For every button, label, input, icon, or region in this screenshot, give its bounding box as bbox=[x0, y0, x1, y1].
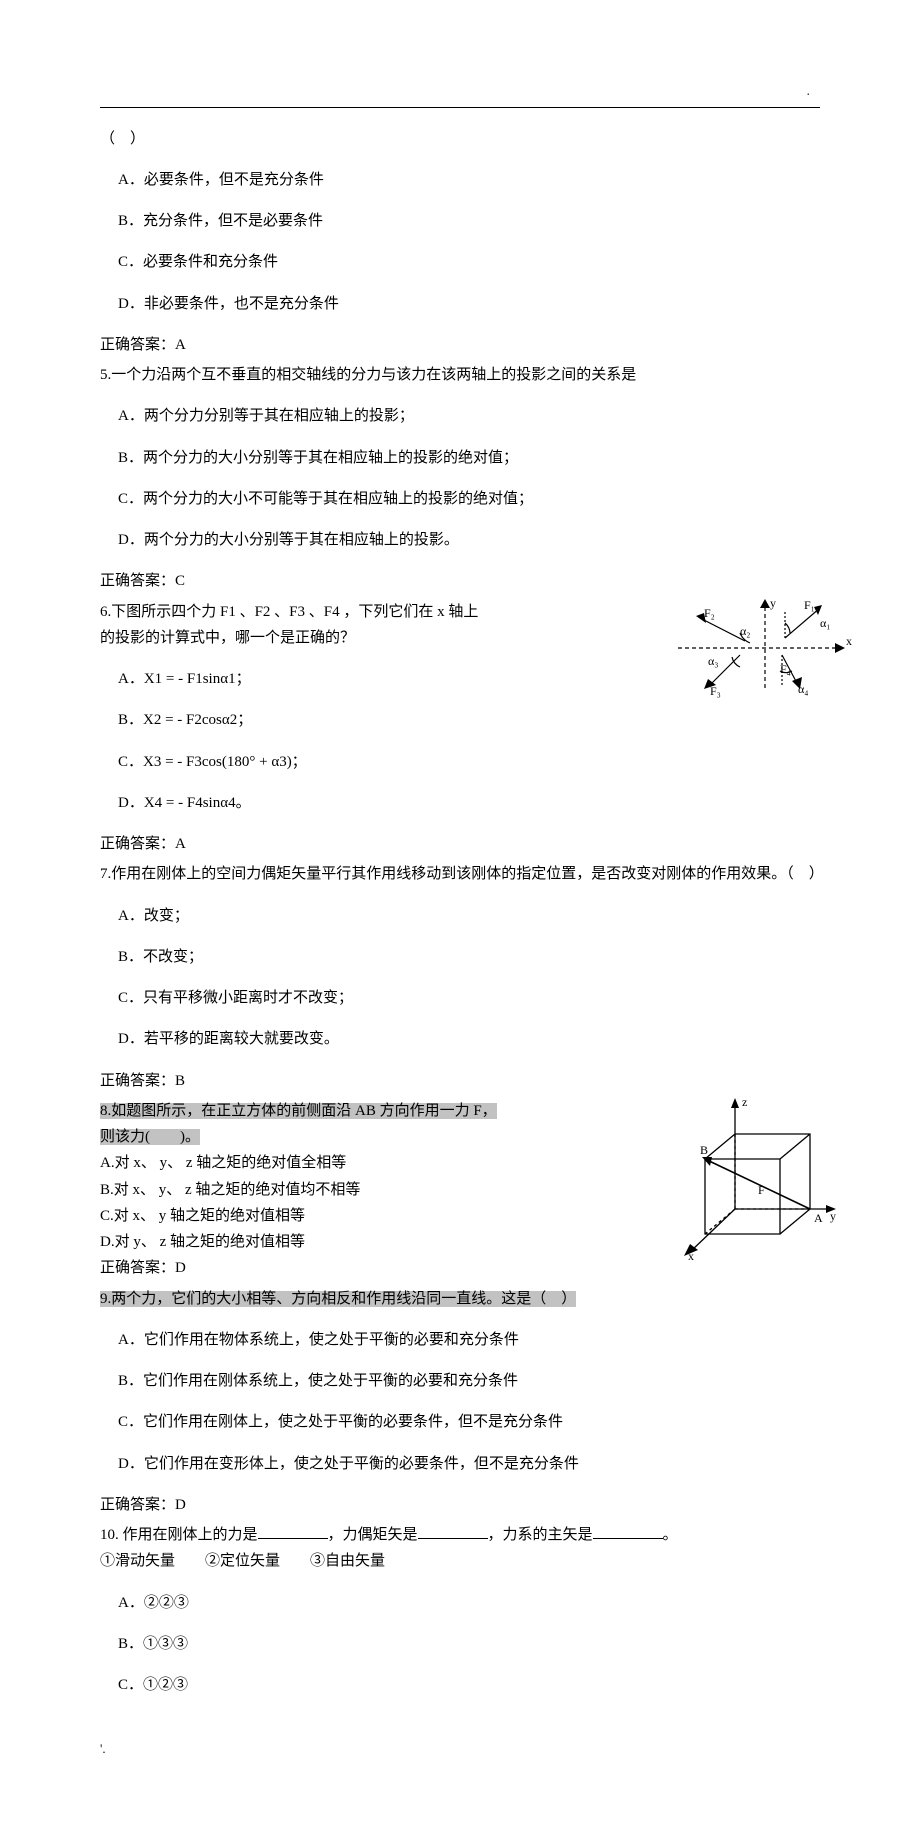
question-8: z y x A B F 8.如题图所示，在正立方体的前侧面沿 AB 方向作用一力… bbox=[100, 1098, 820, 1282]
page-top-rule bbox=[100, 107, 820, 108]
q10-option-c: C．①②③ bbox=[118, 1672, 820, 1698]
q8-label-y: y bbox=[830, 1209, 836, 1223]
q10-stem: 10. 作用在刚体上的力是，力偶矩矢是，力系的主矢是。 bbox=[100, 1522, 820, 1548]
q6-label-x: x bbox=[846, 634, 852, 648]
q6-option-c: C．X3 = - F3cos(180° + α3)； bbox=[118, 749, 820, 775]
q9-option-d: D．它们作用在变形体上，使之处于平衡的必要条件，但不是充分条件 bbox=[118, 1451, 820, 1477]
q4-stem-suffix: （ ） bbox=[100, 126, 820, 152]
question-6: y x F₁ F₂ F₃ F₄ α₁ α₂ α₃ α₄ 6.下图所示四个力 F1… bbox=[100, 599, 820, 858]
q9-option-a: A．它们作用在物体系统上，使之处于平衡的必要和充分条件 bbox=[118, 1327, 820, 1353]
q5-option-b: B．两个分力的大小分别等于其在相应轴上的投影的绝对值； bbox=[118, 445, 820, 471]
question-7: 7.作用在刚体上的空间力偶矩矢量平行其作用线移动到该刚体的指定位置，是否改变对刚… bbox=[100, 861, 820, 1094]
q6-label-a4: α₄ bbox=[798, 682, 808, 696]
q10-option-a: A．②②③ bbox=[118, 1590, 820, 1616]
q6-option-b: B．X2 = - F2cosα2； bbox=[118, 707, 820, 733]
q6-label-a3: α₃ bbox=[708, 654, 718, 668]
q5-stem: 5.一个力沿两个互不垂直的相交轴线的分力与该力在该两轴上的投影之间的关系是 bbox=[100, 362, 820, 388]
q10-option-b: B．①③③ bbox=[118, 1631, 820, 1657]
q7-option-c: C．只有平移微小距离时才不改变； bbox=[118, 985, 820, 1011]
q8-label-b: B bbox=[700, 1143, 708, 1157]
q6-option-d: D．X4 = - F4sinα4。 bbox=[118, 790, 820, 816]
document-page: . （ ） A．必要条件，但不是充分条件 B．充分条件，但不是必要条件 C．必要… bbox=[0, 0, 920, 1821]
q9-answer: 正确答案：D bbox=[100, 1492, 820, 1518]
q4-answer: 正确答案：A bbox=[100, 332, 820, 358]
q8-figure: z y x A B F bbox=[670, 1094, 840, 1264]
q6-label-a2: α₂ bbox=[740, 624, 750, 638]
q8-label-f: F bbox=[758, 1183, 765, 1197]
q6-label-f3: F₃ bbox=[710, 684, 721, 698]
q5-option-a: A．两个分力分别等于其在相应轴上的投影； bbox=[118, 403, 820, 429]
q10-legend: ①滑动矢量 ②定位矢量 ③自由矢量 bbox=[100, 1548, 820, 1574]
page-top-dot: . bbox=[100, 80, 820, 105]
q7-option-d: D．若平移的距离较大就要改变。 bbox=[118, 1026, 820, 1052]
q7-answer: 正确答案：B bbox=[100, 1068, 820, 1094]
q5-answer: 正确答案：C bbox=[100, 568, 820, 594]
q6-label-f4: F₄ bbox=[780, 662, 791, 676]
q6-figure: y x F₁ F₂ F₃ F₄ α₁ α₂ α₃ α₄ bbox=[670, 593, 860, 703]
q8-label-z: z bbox=[742, 1095, 747, 1109]
question-5: 5.一个力沿两个互不垂直的相交轴线的分力与该力在该两轴上的投影之间的关系是 A．… bbox=[100, 362, 820, 595]
q7-option-b: B．不改变； bbox=[118, 944, 820, 970]
q4-option-a: A．必要条件，但不是充分条件 bbox=[118, 167, 820, 193]
q9-option-b: B．它们作用在刚体系统上，使之处于平衡的必要和充分条件 bbox=[118, 1368, 820, 1394]
q9-option-c: C．它们作用在刚体上，使之处于平衡的必要条件，但不是充分条件 bbox=[118, 1409, 820, 1435]
question-10: 10. 作用在刚体上的力是，力偶矩矢是，力系的主矢是。 ①滑动矢量 ②定位矢量 … bbox=[100, 1522, 820, 1698]
question-4: （ ） A．必要条件，但不是充分条件 B．充分条件，但不是必要条件 C．必要条件… bbox=[100, 126, 820, 359]
q5-option-c: C．两个分力的大小不可能等于其在相应轴上的投影的绝对值； bbox=[118, 486, 820, 512]
q6-label-f1: F₁ bbox=[804, 598, 815, 612]
q8-label-a: A bbox=[814, 1211, 823, 1225]
q4-option-c: C．必要条件和充分条件 bbox=[118, 249, 820, 275]
q8-label-x: x bbox=[688, 1249, 694, 1263]
question-9: 9.两个力，它们的大小相等、方向相反和作用线沿同一直线。这是（ ） A．它们作用… bbox=[100, 1286, 820, 1519]
q9-stem: 9.两个力，它们的大小相等、方向相反和作用线沿同一直线。这是（ ） bbox=[100, 1286, 820, 1312]
q6-label-y: y bbox=[770, 596, 776, 610]
q4-option-b: B．充分条件，但不是必要条件 bbox=[118, 208, 820, 234]
q6-label-a1: α₁ bbox=[820, 616, 830, 630]
q7-option-a: A．改变； bbox=[118, 903, 820, 929]
page-footnote: '. bbox=[100, 1738, 820, 1761]
q7-stem: 7.作用在刚体上的空间力偶矩矢量平行其作用线移动到该刚体的指定位置，是否改变对刚… bbox=[100, 861, 820, 887]
q6-label-f2: F₂ bbox=[704, 606, 715, 620]
q4-option-d: D．非必要条件，也不是充分条件 bbox=[118, 291, 820, 317]
q6-answer: 正确答案：A bbox=[100, 831, 820, 857]
q5-option-d: D．两个分力的大小分别等于其在相应轴上的投影。 bbox=[118, 527, 820, 553]
